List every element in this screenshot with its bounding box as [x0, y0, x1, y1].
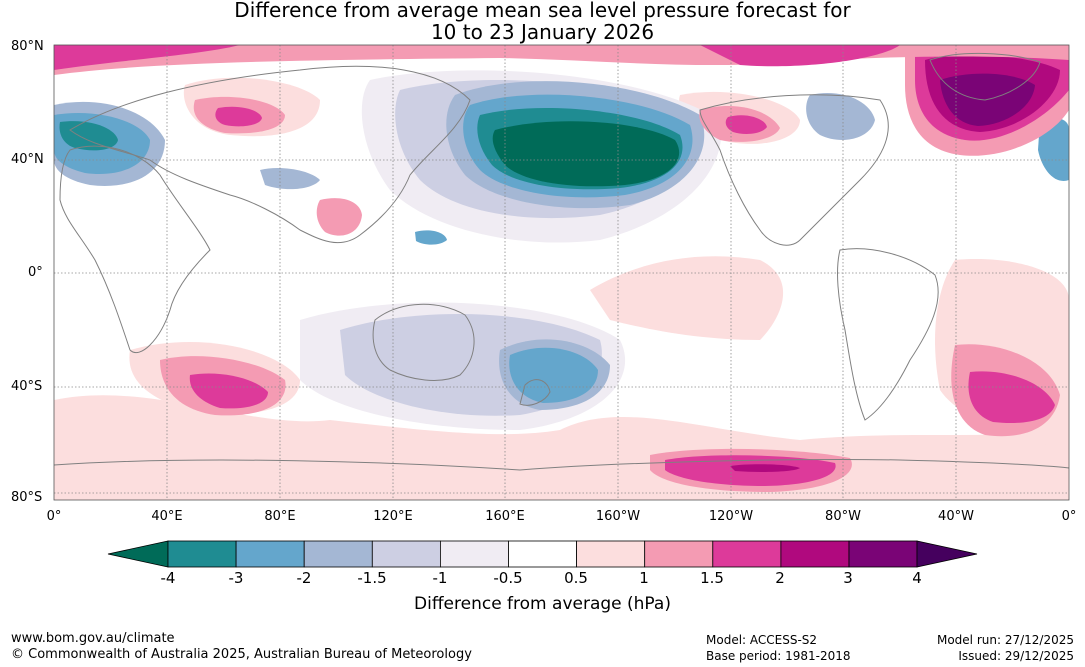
colorbar-bin [712, 540, 782, 568]
lon-label-160w: 160°W [595, 509, 641, 524]
contour-top-magenta-2 [54, 45, 240, 70]
contour-na-high-2 [725, 115, 767, 135]
lon-label-0-right: 0° [1061, 509, 1077, 524]
colorbar-label: Difference from average (hPa) [414, 594, 671, 614]
colorbar-bin [508, 540, 577, 568]
lat-label-40n: 40°N [11, 152, 44, 167]
lon-label-80w: 80°W [825, 509, 861, 524]
contour-sindian-high-2 [189, 373, 268, 409]
lat-label-40s: 40°S [11, 379, 43, 394]
footer-issued: Issued: 29/12/2025 [958, 649, 1074, 663]
contour-eu-low-3 [59, 121, 118, 151]
colorbar-tick: 1 [639, 569, 649, 587]
lon-label-40e: 40°E [151, 509, 183, 524]
coast-samerica [837, 248, 939, 421]
colorbar-tick: 2 [775, 569, 785, 587]
colorbar-bin [235, 540, 305, 568]
colorbar-tick: 3 [843, 569, 853, 587]
colorbar-bin [576, 540, 646, 568]
contour-eu-high-2 [215, 106, 262, 127]
map-frame [53, 44, 1070, 501]
lon-label-80e: 80°E [264, 509, 296, 524]
colorbar-bin [780, 540, 850, 568]
lon-label-40w: 40°W [938, 509, 974, 524]
contour-blue2-tasman [509, 347, 598, 403]
contour-np-4 [492, 121, 680, 187]
coast-australia [372, 303, 475, 381]
colorbar-tick: -2 [296, 569, 312, 587]
colorbar-bin [371, 540, 441, 568]
footer-website-link[interactable]: www.bom.gov.au/climate [11, 631, 175, 646]
coastlines [53, 52, 1070, 471]
colorbar-bins [167, 540, 918, 568]
colorbar-tick: -3 [228, 569, 244, 587]
colorbar-tick: 0.5 [564, 569, 588, 587]
coast-antarctica [53, 458, 1070, 471]
contour-east-low [1038, 118, 1069, 181]
contour-phil-low [415, 230, 447, 245]
contour-pink-eastpac [590, 256, 784, 340]
footer-model-run: Model run: 27/12/2025 [936, 633, 1074, 647]
lon-label-120w: 120°W [708, 509, 754, 524]
footer-copyright: © Commonwealth of Australia 2025, Austra… [11, 647, 472, 662]
colorbar-tick: -0.5 [493, 569, 523, 587]
footer-model: Model: ACCESS-S2 [706, 633, 818, 647]
lon-label-120e: 120°E [373, 509, 413, 524]
colorbar-bin [644, 540, 714, 568]
lat-label-80n: 80°N [11, 39, 44, 54]
colorbar-tick: -1 [432, 569, 448, 587]
coast-namerica [699, 94, 889, 246]
colorbar-tick: 4 [912, 569, 922, 587]
contour-so-high-3 [730, 464, 800, 472]
colorbar-tick: -1.5 [357, 569, 387, 587]
colorbar-bin [848, 540, 918, 568]
map-title-line1: Difference from average mean sea level p… [234, 0, 851, 22]
colorbar-below-min-triangle [107, 540, 169, 568]
coast-nz [519, 379, 551, 406]
colorbar-bin [439, 540, 509, 568]
lon-label-160e: 160°E [485, 509, 525, 524]
footer-base-period: Base period: 1981-2018 [706, 649, 851, 663]
colorbar-above-max-triangle [916, 540, 978, 568]
map-title-line2: 10 to 23 January 2026 [430, 20, 655, 44]
anomaly-contours [54, 45, 1069, 500]
contour-asia-low [260, 168, 320, 190]
contour-namerica-low [806, 92, 875, 140]
lon-label-0-left: 0° [46, 509, 62, 524]
lat-label-80s: 80°S [11, 490, 43, 505]
contour-satl-high-2 [968, 371, 1055, 424]
colorbar-bin [303, 540, 373, 568]
coast-africa [59, 145, 211, 353]
colorbar-tick: -4 [160, 569, 176, 587]
contour-top-magenta-3 [700, 45, 900, 67]
coast-eurasia [69, 65, 471, 244]
colorbar-bin [167, 540, 237, 568]
lat-label-0: 0° [28, 265, 43, 280]
contour-asia-high [316, 198, 362, 236]
coast-greenland [929, 52, 1041, 101]
colorbar-tick: 1.5 [700, 569, 724, 587]
gridlines [54, 45, 1069, 500]
